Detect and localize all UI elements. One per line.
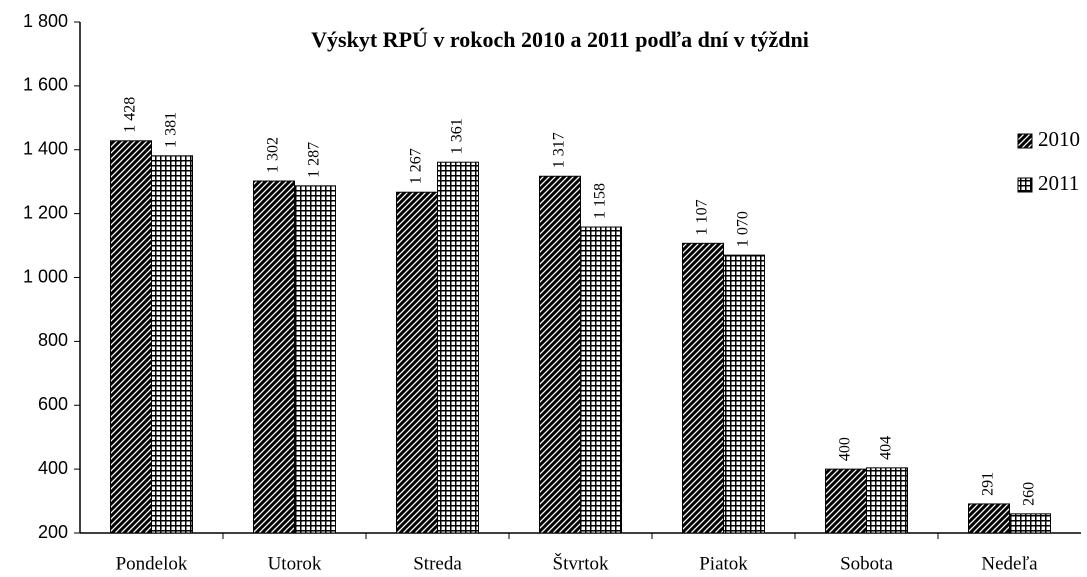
bar <box>437 161 479 534</box>
bar <box>1009 513 1051 534</box>
bar <box>682 242 724 534</box>
y-tick-label: 1 200 <box>23 202 68 222</box>
y-tick-label: 1 000 <box>23 266 68 286</box>
y-tick-label: 800 <box>38 330 68 350</box>
y-tick-label: 1 600 <box>23 75 68 95</box>
bar <box>396 191 438 534</box>
value-label: 291 <box>980 472 997 496</box>
x-tick-label: Sobota <box>840 553 893 574</box>
x-tick-label: Nedeľa <box>981 553 1038 574</box>
y-tick-label: 600 <box>38 394 68 414</box>
value-label: 404 <box>878 436 895 460</box>
x-tick-label: Pondelok <box>116 553 188 574</box>
value-label: 1 428 <box>122 97 139 133</box>
value-label: 1 302 <box>265 137 282 173</box>
bar <box>253 180 295 534</box>
y-tick-label: 1 400 <box>23 139 68 159</box>
value-label: 1 317 <box>551 132 568 168</box>
value-label: 1 361 <box>449 118 466 154</box>
x-tick-label: Piatok <box>699 553 748 574</box>
legend-label: 2010 <box>1038 127 1080 151</box>
bar <box>151 155 193 534</box>
y-tick-label: 1 800 <box>23 11 68 31</box>
x-tick-label: Utorok <box>268 553 322 574</box>
bar <box>968 503 1010 534</box>
value-label: 1 267 <box>408 148 425 184</box>
x-tick-label: Štvrtok <box>553 552 609 574</box>
value-label: 400 <box>837 437 854 461</box>
value-label: 1 381 <box>163 112 180 148</box>
value-label: 1 287 <box>306 142 323 178</box>
bar <box>866 467 908 534</box>
legend-swatch <box>1017 177 1033 193</box>
legend-label: 2011 <box>1038 171 1079 195</box>
value-label: 260 <box>1021 482 1038 506</box>
value-label: 1 070 <box>735 211 752 247</box>
value-label: 1 158 <box>592 183 609 219</box>
bar <box>825 468 867 534</box>
value-label: 1 107 <box>694 199 711 235</box>
bar <box>580 226 622 534</box>
chart-title: Výskyt RPÚ v rokoch 2010 a 2011 podľa dn… <box>311 27 809 52</box>
bar <box>723 254 765 534</box>
y-tick-label: 200 <box>38 522 68 542</box>
y-tick-label: 400 <box>38 458 68 478</box>
bar <box>539 175 581 534</box>
bar <box>110 140 152 534</box>
bar <box>294 185 336 534</box>
legend-swatch <box>1017 133 1033 149</box>
x-tick-label: Streda <box>413 553 462 574</box>
